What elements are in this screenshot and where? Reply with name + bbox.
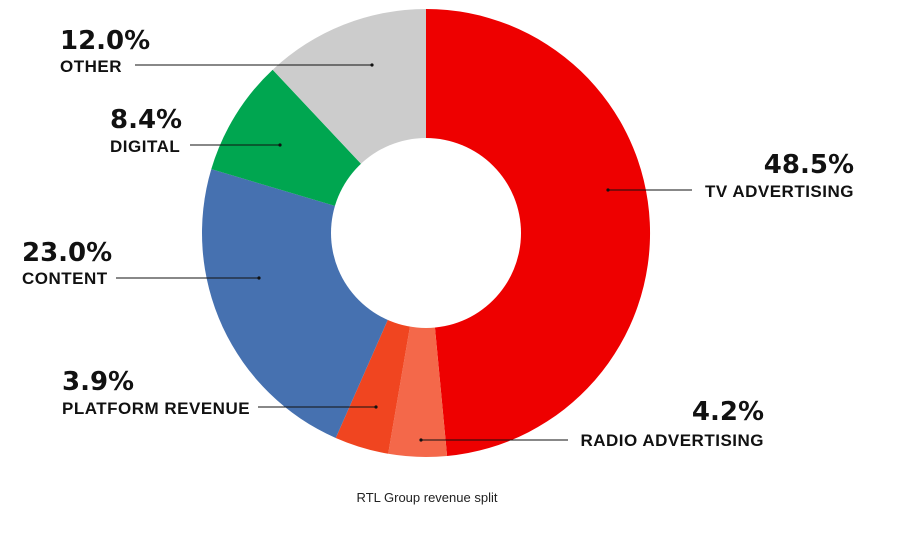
leader-dot bbox=[606, 188, 610, 192]
leader-dot bbox=[374, 405, 378, 409]
leader-lines bbox=[116, 63, 692, 442]
leader-dot bbox=[278, 143, 282, 147]
slice-labels: 48.5% TV ADVERTISING 4.2% RADIO ADVERTISING… bbox=[22, 26, 854, 450]
leader-dot bbox=[370, 63, 374, 67]
slice-percent-label: 48.5% bbox=[764, 150, 854, 180]
slice-percent-label: 8.4% bbox=[110, 105, 182, 135]
slice-category-label: RADIO ADVERTISING bbox=[580, 431, 764, 450]
slice-category-label: TV ADVERTISING bbox=[705, 182, 854, 201]
leader-dot bbox=[257, 276, 261, 280]
slice-category-label: PLATFORM REVENUE bbox=[62, 399, 250, 418]
slice-category-label: CONTENT bbox=[22, 269, 108, 288]
slice-category-label: OTHER bbox=[60, 57, 122, 76]
chart-caption: RTL Group revenue split bbox=[357, 490, 498, 505]
slice-tv-advertising bbox=[426, 8, 651, 457]
slice-percent-label: 4.2% bbox=[692, 397, 764, 427]
slice-radio-advertising bbox=[388, 233, 448, 458]
leader-dot bbox=[419, 438, 423, 442]
slice-percent-label: 12.0% bbox=[60, 26, 150, 56]
slice-percent-label: 23.0% bbox=[22, 238, 112, 268]
donut-hole bbox=[331, 138, 521, 328]
slice-percent-label: 3.9% bbox=[62, 367, 134, 397]
slice-category-label: DIGITAL bbox=[110, 137, 180, 156]
